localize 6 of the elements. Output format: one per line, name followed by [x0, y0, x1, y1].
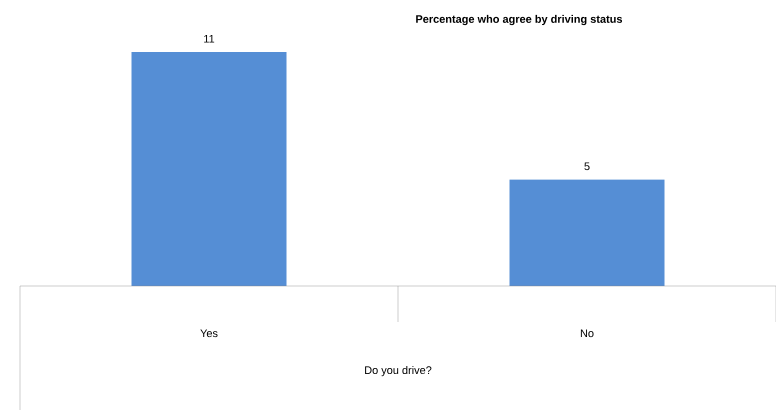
- data-label: 11: [204, 35, 214, 43]
- x-tick-label: No: [580, 330, 594, 338]
- data-label: 5: [584, 162, 590, 170]
- chart-title: Percentage who agree by driving status: [416, 14, 622, 26]
- x-tick-label: Yes: [200, 330, 218, 338]
- x-axis-title: Do you drive?: [365, 366, 432, 376]
